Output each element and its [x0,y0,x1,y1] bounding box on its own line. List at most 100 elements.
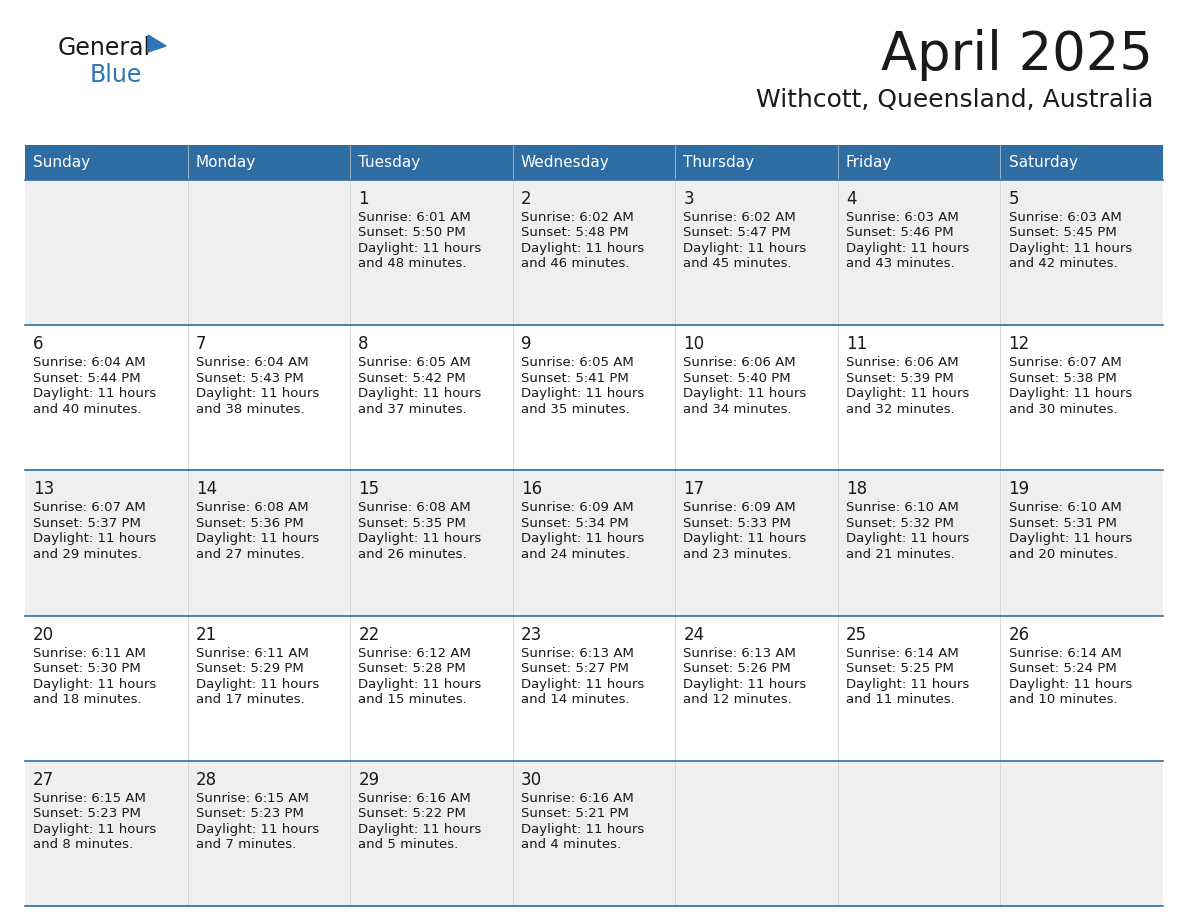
Text: Daylight: 11 hours: Daylight: 11 hours [683,387,807,400]
Text: Sunset: 5:41 PM: Sunset: 5:41 PM [520,372,628,385]
Text: and 48 minutes.: and 48 minutes. [359,257,467,271]
Text: Sunrise: 6:05 AM: Sunrise: 6:05 AM [359,356,470,369]
Text: Sunset: 5:47 PM: Sunset: 5:47 PM [683,227,791,240]
Text: Sunrise: 6:16 AM: Sunrise: 6:16 AM [359,791,470,805]
Text: 12: 12 [1009,335,1030,353]
Text: and 40 minutes.: and 40 minutes. [33,403,141,416]
Text: Sunset: 5:40 PM: Sunset: 5:40 PM [683,372,791,385]
Text: Daylight: 11 hours: Daylight: 11 hours [33,823,157,835]
Text: Daylight: 11 hours: Daylight: 11 hours [846,242,969,255]
Text: Sunset: 5:45 PM: Sunset: 5:45 PM [1009,227,1117,240]
Text: and 5 minutes.: and 5 minutes. [359,838,459,851]
Text: Daylight: 11 hours: Daylight: 11 hours [846,387,969,400]
Text: 16: 16 [520,480,542,498]
Text: Sunrise: 6:16 AM: Sunrise: 6:16 AM [520,791,633,805]
Bar [838,145,1000,180]
Text: 13: 13 [33,480,55,498]
Text: Monday: Monday [196,155,255,170]
Text: 14: 14 [196,480,217,498]
Text: and 20 minutes.: and 20 minutes. [1009,548,1117,561]
Bar [188,145,350,180]
Text: Daylight: 11 hours: Daylight: 11 hours [196,677,318,690]
Text: 21: 21 [196,625,217,644]
Text: Sunset: 5:21 PM: Sunset: 5:21 PM [520,807,628,820]
Text: Sunrise: 6:08 AM: Sunrise: 6:08 AM [359,501,470,514]
Text: Sunrise: 6:09 AM: Sunrise: 6:09 AM [683,501,796,514]
Text: and 37 minutes.: and 37 minutes. [359,403,467,416]
Text: Daylight: 11 hours: Daylight: 11 hours [359,823,481,835]
Text: Sunrise: 6:13 AM: Sunrise: 6:13 AM [683,646,796,659]
Text: and 46 minutes.: and 46 minutes. [520,257,630,271]
Text: Sunrise: 6:11 AM: Sunrise: 6:11 AM [33,646,146,659]
Text: Sunset: 5:39 PM: Sunset: 5:39 PM [846,372,954,385]
Text: Sunset: 5:48 PM: Sunset: 5:48 PM [520,227,628,240]
Text: Daylight: 11 hours: Daylight: 11 hours [520,242,644,255]
Bar [513,145,675,180]
Text: Sunset: 5:38 PM: Sunset: 5:38 PM [1009,372,1117,385]
Text: 15: 15 [359,480,379,498]
Text: and 42 minutes.: and 42 minutes. [1009,257,1117,271]
Text: and 24 minutes.: and 24 minutes. [520,548,630,561]
Text: and 38 minutes.: and 38 minutes. [196,403,304,416]
Text: and 18 minutes.: and 18 minutes. [33,693,141,706]
Text: and 29 minutes.: and 29 minutes. [33,548,141,561]
Text: and 32 minutes.: and 32 minutes. [846,403,955,416]
Text: Daylight: 11 hours: Daylight: 11 hours [683,242,807,255]
Text: and 11 minutes.: and 11 minutes. [846,693,955,706]
Bar [350,145,513,180]
Text: 23: 23 [520,625,542,644]
Text: Sunset: 5:30 PM: Sunset: 5:30 PM [33,662,141,675]
Text: Daylight: 11 hours: Daylight: 11 hours [846,532,969,545]
Text: Sunset: 5:29 PM: Sunset: 5:29 PM [196,662,303,675]
Text: Daylight: 11 hours: Daylight: 11 hours [520,677,644,690]
Text: 19: 19 [1009,480,1030,498]
Bar [25,180,1163,325]
Text: Sunset: 5:27 PM: Sunset: 5:27 PM [520,662,628,675]
Text: and 43 minutes.: and 43 minutes. [846,257,955,271]
Text: 5: 5 [1009,190,1019,208]
Text: Sunset: 5:23 PM: Sunset: 5:23 PM [196,807,304,820]
Text: Sunset: 5:43 PM: Sunset: 5:43 PM [196,372,303,385]
Text: Sunrise: 6:06 AM: Sunrise: 6:06 AM [683,356,796,369]
Text: 4: 4 [846,190,857,208]
Bar [675,145,838,180]
Text: Sunrise: 6:03 AM: Sunrise: 6:03 AM [846,211,959,224]
Text: Wednesday: Wednesday [520,155,609,170]
Text: Sunrise: 6:01 AM: Sunrise: 6:01 AM [359,211,470,224]
Text: Sunset: 5:50 PM: Sunset: 5:50 PM [359,227,466,240]
Text: Tuesday: Tuesday [359,155,421,170]
Text: Sunrise: 6:12 AM: Sunrise: 6:12 AM [359,646,472,659]
Text: and 26 minutes.: and 26 minutes. [359,548,467,561]
Text: Daylight: 11 hours: Daylight: 11 hours [359,387,481,400]
Text: Friday: Friday [846,155,892,170]
Text: Daylight: 11 hours: Daylight: 11 hours [846,677,969,690]
Text: Sunrise: 6:02 AM: Sunrise: 6:02 AM [683,211,796,224]
Text: Sunrise: 6:07 AM: Sunrise: 6:07 AM [1009,356,1121,369]
Text: 7: 7 [196,335,207,353]
Text: and 27 minutes.: and 27 minutes. [196,548,304,561]
Text: Blue: Blue [90,63,143,87]
Text: Sunrise: 6:09 AM: Sunrise: 6:09 AM [520,501,633,514]
Text: Sunset: 5:36 PM: Sunset: 5:36 PM [196,517,303,530]
Text: Daylight: 11 hours: Daylight: 11 hours [1009,387,1132,400]
Text: Sunset: 5:25 PM: Sunset: 5:25 PM [846,662,954,675]
Text: 18: 18 [846,480,867,498]
Text: 28: 28 [196,771,217,789]
Text: and 17 minutes.: and 17 minutes. [196,693,304,706]
Text: and 10 minutes.: and 10 minutes. [1009,693,1117,706]
Text: Daylight: 11 hours: Daylight: 11 hours [1009,532,1132,545]
Text: 8: 8 [359,335,368,353]
Text: Sunrise: 6:04 AM: Sunrise: 6:04 AM [196,356,309,369]
Text: Sunset: 5:26 PM: Sunset: 5:26 PM [683,662,791,675]
Text: and 15 minutes.: and 15 minutes. [359,693,467,706]
Text: Sunrise: 6:03 AM: Sunrise: 6:03 AM [1009,211,1121,224]
Bar [25,761,1163,906]
Text: General: General [58,36,151,60]
Text: Daylight: 11 hours: Daylight: 11 hours [359,242,481,255]
Text: and 7 minutes.: and 7 minutes. [196,838,296,851]
Text: 20: 20 [33,625,55,644]
Text: and 23 minutes.: and 23 minutes. [683,548,792,561]
Text: Sunrise: 6:02 AM: Sunrise: 6:02 AM [520,211,633,224]
Text: 17: 17 [683,480,704,498]
Text: and 21 minutes.: and 21 minutes. [846,548,955,561]
